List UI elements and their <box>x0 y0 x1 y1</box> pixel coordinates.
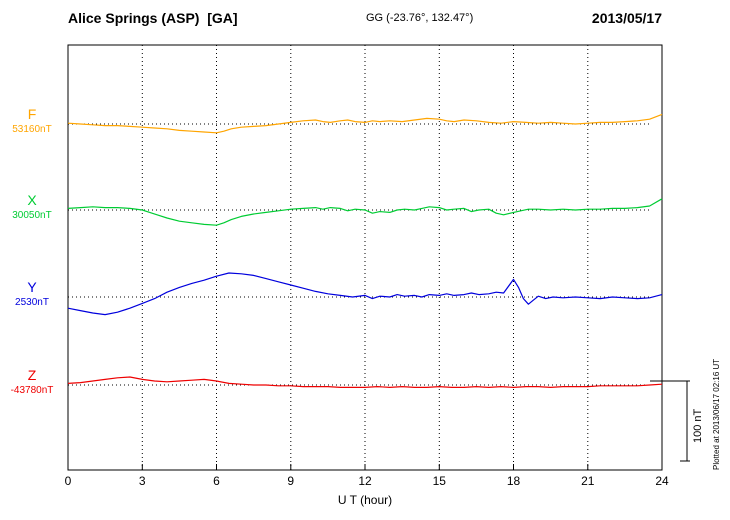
series-letter-x: X <box>27 192 37 208</box>
plot-date: 2013/05/17 <box>591 10 662 26</box>
series-letter-f: F <box>27 106 37 122</box>
x-tick-labels: 0 3 6 9 12 15 18 21 24 <box>0 474 730 490</box>
series-label-block-y: Y 2530nT <box>0 280 64 308</box>
x-tick-label: 0 <box>64 474 72 488</box>
x-tick-label: 15 <box>432 474 446 488</box>
series-letter-y: Y <box>27 279 37 295</box>
series-baseline-value-y: 2530nT <box>15 297 49 308</box>
series-baseline-value-x: 30050nT <box>12 210 52 221</box>
x-axis-label: U T (hour) <box>337 493 393 507</box>
x-tick-label: 24 <box>655 474 669 488</box>
series-baseline-value-f: 53160nT <box>12 124 52 135</box>
x-tick-label: 12 <box>358 474 372 488</box>
series-label-block-f: F 53160nT <box>0 107 64 135</box>
series-letter-z: Z <box>27 367 37 383</box>
series-label-block-x: X 30050nT <box>0 193 64 221</box>
station-title: Alice Springs (ASP) [GA] <box>68 10 238 26</box>
x-tick-label: 3 <box>138 474 146 488</box>
plot-timestamp-note: Plotted at 2013/06/17 02:16 UT <box>712 358 721 470</box>
x-tick-label: 21 <box>581 474 595 488</box>
gg-coordinates: GG (-23.76°, 132.47°) <box>366 12 474 24</box>
x-tick-label: 18 <box>506 474 521 488</box>
x-tick-label: 6 <box>213 474 220 488</box>
series-label-block-z: Z -43780nT <box>0 368 64 396</box>
scale-bar-label: 100 nT <box>692 408 704 443</box>
x-tick-label: 9 <box>287 474 295 488</box>
series-baseline-value-z: -43780nT <box>10 385 54 396</box>
